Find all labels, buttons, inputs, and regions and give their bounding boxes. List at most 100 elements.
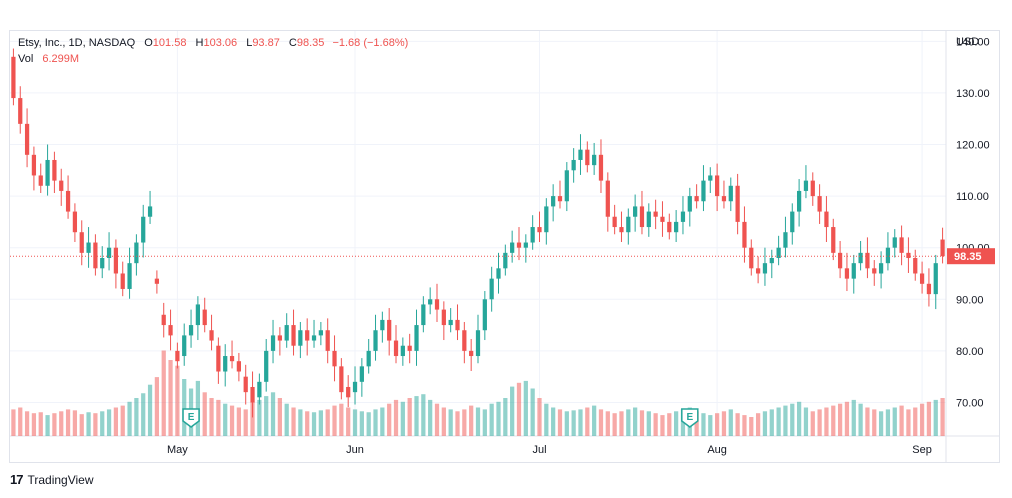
- open-label: O: [144, 37, 153, 49]
- volume-bar: [11, 409, 16, 436]
- volume-bar: [803, 407, 809, 436]
- candle-body: [448, 319, 453, 326]
- volume-bar: [31, 413, 37, 436]
- candle-body: [906, 252, 911, 259]
- candle-body: [400, 345, 405, 357]
- volume-bar: [182, 379, 187, 436]
- candle-body: [24, 123, 30, 155]
- volume-bar: [305, 411, 310, 436]
- volume-bar: [352, 409, 358, 436]
- footer[interactable]: 17 TradingView: [10, 472, 94, 487]
- earnings-marker-label: E: [188, 412, 195, 423]
- earnings-marker-shape: [681, 408, 699, 428]
- volume-bar: [434, 403, 440, 436]
- candle-body: [168, 325, 173, 336]
- volume-bar: [134, 398, 139, 436]
- candle-body: [277, 335, 282, 341]
- volume-bar: [496, 401, 501, 436]
- candle-body: [831, 227, 836, 253]
- volume-bar: [933, 399, 938, 436]
- candle-body: [537, 227, 542, 233]
- volume-bar: [475, 407, 481, 436]
- candle-body: [660, 216, 665, 222]
- candle-body: [154, 278, 160, 284]
- symbol-title: Etsy, Inc., 1D, NASDAQ: [18, 37, 136, 49]
- candle-body: [175, 350, 180, 362]
- candle-body: [885, 247, 891, 264]
- candle-body: [496, 268, 501, 279]
- volume-bar: [796, 401, 802, 436]
- volume-bar: [660, 415, 665, 436]
- volume-bar: [277, 398, 282, 436]
- volume-bar: [482, 409, 487, 436]
- price-chart[interactable]: 140.00130.00120.00110.00100.0090.0080.00…: [10, 31, 999, 462]
- candle-body: [270, 335, 276, 351]
- candles: [11, 48, 945, 418]
- candle-body: [414, 325, 419, 351]
- candle-body: [762, 263, 768, 274]
- volume-bar: [557, 409, 563, 436]
- earnings-marker-shape: [182, 408, 200, 428]
- volume-bar: [612, 413, 617, 436]
- volume-bar: [530, 388, 535, 436]
- volume-bar: [626, 409, 631, 436]
- candle-body: [564, 170, 569, 202]
- volume-bar: [735, 413, 740, 436]
- volume-bar: [270, 392, 276, 436]
- volume-bar: [243, 409, 248, 436]
- volume-bar: [851, 399, 856, 436]
- volume-bar: [127, 401, 132, 436]
- volume-bar: [537, 398, 542, 436]
- candle-body: [878, 263, 884, 274]
- low-label: L: [246, 37, 253, 49]
- volume-bar: [489, 403, 494, 436]
- candle-body: [851, 263, 856, 279]
- volume-bar: [168, 360, 173, 436]
- volume-bar: [448, 409, 453, 436]
- chart-frame[interactable]: 140.00130.00120.00110.00100.0090.0080.00…: [9, 30, 1000, 463]
- candle-body: [209, 330, 214, 341]
- volume-bar: [462, 409, 467, 436]
- candle-body: [106, 247, 112, 259]
- x-tick-label: Sep: [912, 444, 932, 456]
- volume-bar: [72, 410, 78, 436]
- candle-body: [858, 252, 863, 264]
- candle-body: [913, 258, 918, 274]
- volume-bar: [913, 407, 918, 436]
- volume-bar: [619, 411, 624, 436]
- candle-body: [305, 330, 310, 341]
- volume-bar: [325, 409, 330, 436]
- candle-body: [639, 206, 645, 228]
- candle-body: [65, 190, 71, 212]
- volume-bar: [585, 407, 590, 436]
- volume-bar: [223, 403, 228, 436]
- volume-bar: [346, 407, 351, 436]
- candle-body: [52, 159, 57, 181]
- candle-body: [45, 159, 50, 186]
- volume-bar: [86, 412, 91, 436]
- candle-body: [359, 366, 364, 382]
- candle-body: [865, 252, 870, 269]
- volume-bar: [250, 401, 255, 436]
- volume-bar: [769, 409, 774, 436]
- candle-body: [844, 268, 850, 279]
- candle-body: [236, 361, 241, 372]
- candle-body: [366, 350, 371, 367]
- high-value: 103.06: [203, 37, 238, 49]
- volume-bar: [52, 413, 57, 436]
- volume-bar: [113, 407, 119, 436]
- candle-body: [120, 273, 125, 289]
- candle-body: [229, 356, 235, 362]
- candle-body: [755, 268, 761, 274]
- volume-bar: [18, 407, 23, 436]
- grid-lines: [10, 31, 999, 462]
- volume-bar: [790, 403, 795, 436]
- volume-bar: [694, 411, 699, 436]
- candle-body: [318, 330, 323, 336]
- candle-body: [694, 196, 699, 202]
- candle-body: [113, 247, 119, 274]
- volume-bar: [510, 386, 515, 436]
- volume-bar: [906, 409, 911, 436]
- candle-body: [72, 211, 78, 233]
- volume-bar: [755, 413, 761, 436]
